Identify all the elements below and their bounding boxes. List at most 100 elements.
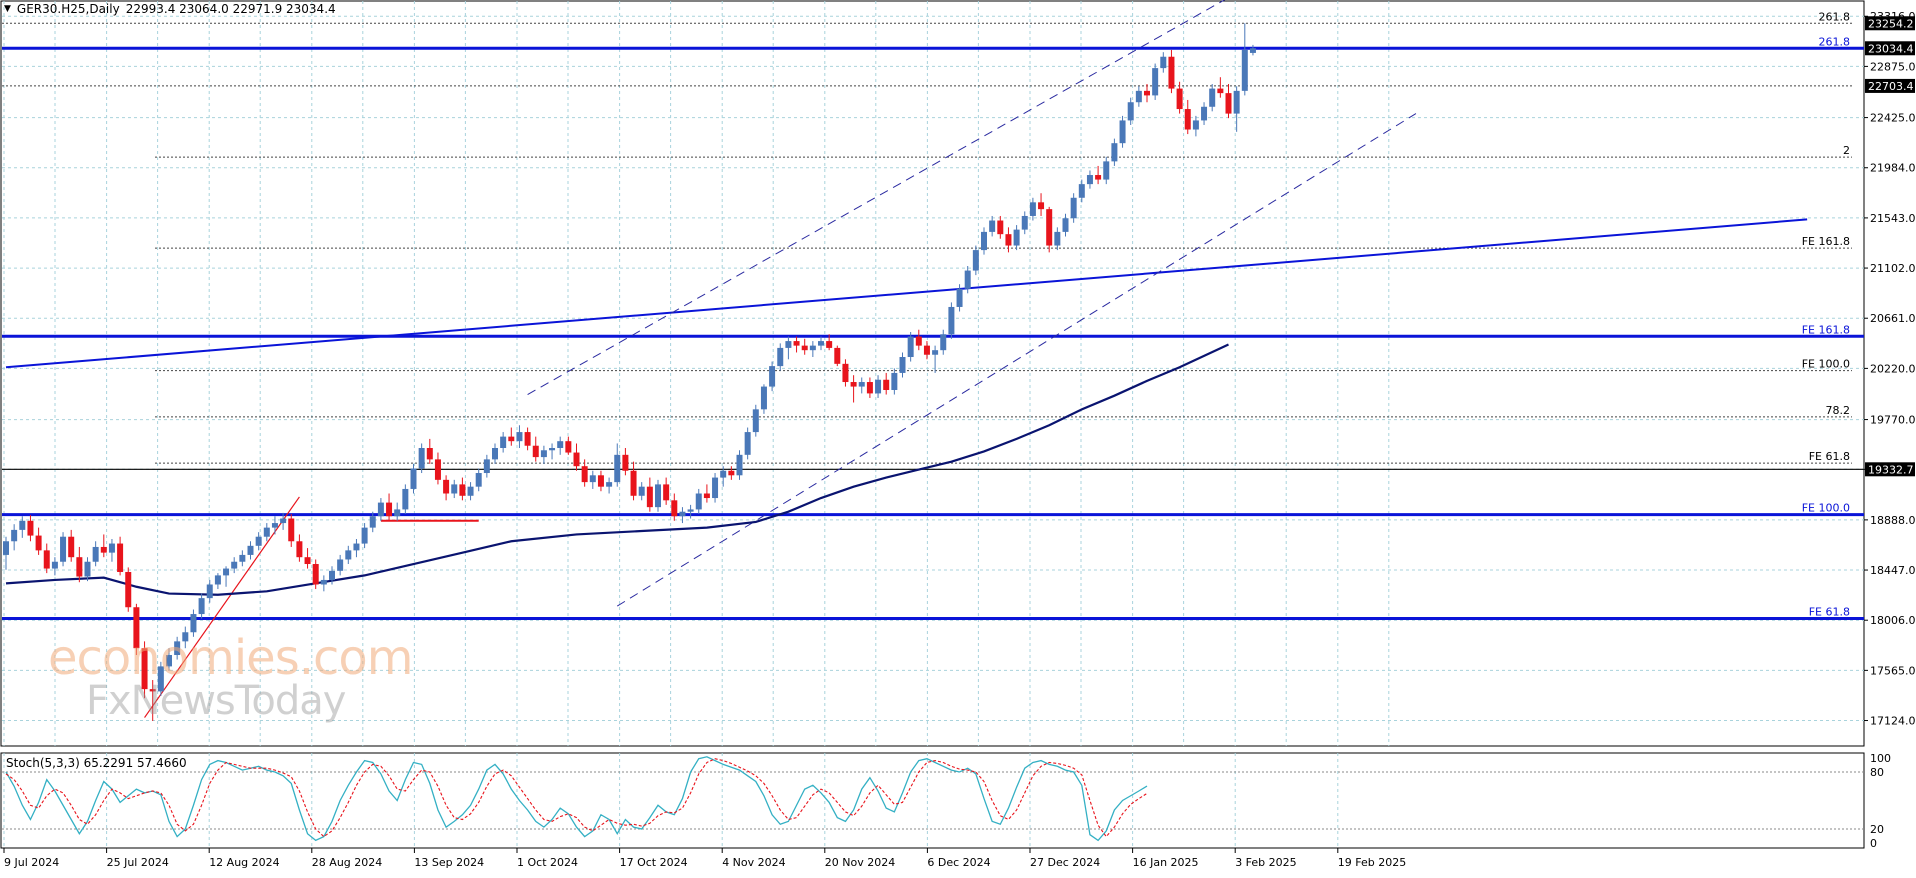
candle <box>956 284 963 312</box>
candle <box>475 468 482 492</box>
candle-body <box>198 598 205 615</box>
candle <box>434 452 441 485</box>
candle-body <box>646 486 653 508</box>
candle-body <box>394 509 401 517</box>
candle-body <box>492 448 498 460</box>
candle <box>712 473 719 503</box>
candle <box>271 516 278 535</box>
candle-body <box>1029 202 1036 216</box>
stochastic-tick-label: 20 <box>1870 823 1884 836</box>
candle <box>1013 225 1020 251</box>
candle <box>141 641 148 699</box>
candle <box>312 559 319 590</box>
candle-body <box>540 450 547 458</box>
date-tick-label: 27 Dec 2024 <box>1030 856 1100 869</box>
candle-body <box>752 409 759 433</box>
candle-body <box>263 527 270 537</box>
price-tick-label: 22425.0 <box>1870 112 1916 125</box>
candle-body <box>223 568 230 576</box>
candle <box>875 375 882 398</box>
candle <box>752 404 759 437</box>
fib-level-label: FE 161.8 <box>1802 235 1850 248</box>
candle <box>51 557 58 576</box>
candle <box>760 384 767 414</box>
candle-body <box>948 306 955 335</box>
candle <box>818 336 824 351</box>
date-tick-label: 3 Feb 2025 <box>1235 856 1296 869</box>
candle-body <box>940 334 947 351</box>
candle <box>1127 97 1134 125</box>
candle <box>1176 81 1183 114</box>
candle <box>157 661 164 696</box>
candle-body <box>557 441 564 448</box>
candle <box>744 427 751 460</box>
candle <box>133 603 140 656</box>
watermark-fxnewstoday: FxNewsToday <box>86 678 346 724</box>
candle <box>190 609 197 637</box>
candle-body <box>410 468 417 489</box>
candle-body <box>981 231 987 251</box>
price-badge <box>1865 78 1915 93</box>
fib-level-label: 261.8 <box>1819 35 1851 48</box>
candle-body <box>190 614 197 633</box>
candle <box>589 470 596 489</box>
candle-body <box>1144 90 1150 96</box>
candle-body <box>288 518 295 542</box>
candle-body <box>500 436 507 448</box>
candle-body <box>655 484 661 508</box>
candle <box>1168 49 1175 94</box>
candle <box>858 377 865 394</box>
candle-body <box>712 477 719 499</box>
candle <box>891 368 898 395</box>
candle-body <box>27 520 34 536</box>
candle-body <box>157 666 164 692</box>
candle-body <box>907 336 914 358</box>
fib-level-label: FE 100.0 <box>1802 358 1850 371</box>
candle-body <box>989 220 996 232</box>
candle-body <box>1054 231 1061 246</box>
candle-body <box>1192 120 1199 130</box>
candle-body <box>1127 102 1134 121</box>
moving-average-line <box>5 343 1229 596</box>
candle-body <box>589 475 596 483</box>
candle <box>198 593 205 619</box>
candle-body <box>206 584 213 599</box>
stochastic-signal-line <box>5 758 1148 838</box>
candle-body <box>1095 175 1102 180</box>
candle-body <box>524 432 531 446</box>
candle-body <box>434 459 441 480</box>
date-tick-label: 9 Jul 2024 <box>4 856 59 869</box>
candle <box>223 566 230 587</box>
stochastic-tick-label: 80 <box>1870 766 1884 779</box>
dropdown-triangle-icon[interactable]: ▼ <box>4 4 11 14</box>
candle-body <box>1152 68 1159 96</box>
candle-body <box>818 341 824 346</box>
candle <box>182 626 189 649</box>
candle-body <box>687 509 694 512</box>
fib-level-label: FE 61.8 <box>1809 605 1850 618</box>
candle <box>68 529 75 562</box>
candle <box>353 538 360 558</box>
candle <box>500 432 507 453</box>
candle <box>1038 193 1045 216</box>
candle-body <box>369 516 376 528</box>
candle <box>883 372 890 395</box>
price-tick-label: 20220.0 <box>1870 362 1916 375</box>
candle <box>174 636 181 660</box>
candle <box>288 513 295 547</box>
candle-body <box>549 448 556 451</box>
candle <box>100 534 107 558</box>
date-tick-label: 1 Oct 2024 <box>517 856 578 869</box>
candle-body <box>834 347 841 364</box>
candle-body <box>858 382 865 387</box>
candle-body <box>614 454 621 483</box>
candle <box>1225 84 1232 119</box>
candle-body <box>337 559 344 571</box>
candle <box>418 443 425 474</box>
candle <box>1054 227 1061 251</box>
candle <box>1103 156 1110 185</box>
candle <box>337 554 344 576</box>
candle <box>728 466 735 480</box>
candle <box>467 482 474 501</box>
